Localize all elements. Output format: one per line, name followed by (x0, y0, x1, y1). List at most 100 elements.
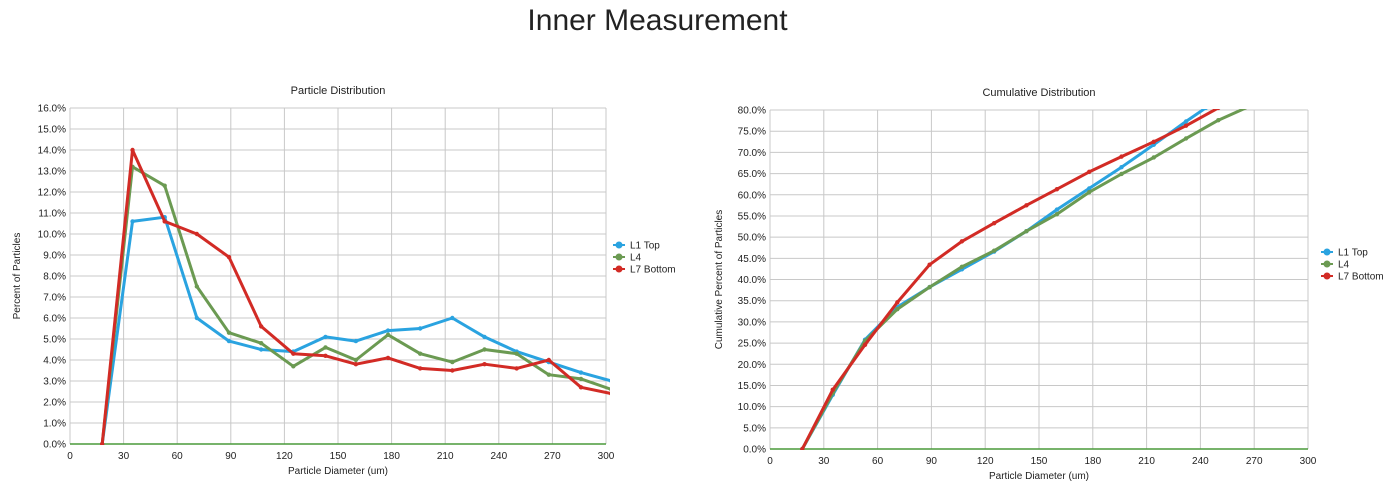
data-point (130, 219, 135, 224)
data-point (1183, 136, 1189, 141)
data-point (353, 357, 359, 363)
data-point (291, 351, 296, 356)
data-point (991, 248, 997, 253)
page-title: Inner Measurement (527, 4, 788, 37)
x-tick-label: 270 (1246, 456, 1263, 467)
data-point (959, 239, 965, 244)
legend-marker (1323, 248, 1331, 256)
x-tick-label: 300 (598, 451, 615, 462)
data-point (323, 345, 328, 350)
x-tick-label: 180 (1084, 456, 1101, 467)
y-tick-label: 9.0% (43, 251, 66, 262)
data-point (194, 231, 200, 237)
x-tick-label: 30 (818, 456, 830, 467)
data-point (323, 334, 328, 340)
data-point (546, 372, 552, 377)
data-point (450, 359, 455, 365)
series-line-l1-top (100, 215, 610, 445)
series-group (800, 104, 1252, 450)
data-point (323, 353, 328, 358)
x-axis-label: Particle Diameter (um) (989, 471, 1089, 482)
y-tick-label: 8.0% (43, 272, 66, 283)
data-point (1119, 165, 1124, 170)
series-line-l4 (800, 109, 1248, 450)
y-tick-label: 10.0% (38, 230, 66, 241)
y-tick-label: 5.0% (43, 335, 66, 346)
data-point (162, 219, 167, 224)
legend-label: L7 Bottom (630, 265, 676, 276)
legend-marker (1323, 272, 1331, 280)
data-point (194, 315, 200, 321)
y-tick-label: 40.0% (738, 275, 766, 286)
y-tick-label: 6.0% (43, 314, 66, 325)
data-point (514, 366, 519, 371)
data-point (1087, 169, 1092, 175)
y-tick-label: 30.0% (738, 317, 766, 328)
y-tick-label: 35.0% (738, 296, 766, 307)
data-point (1248, 104, 1252, 108)
y-tick-label: 15.0% (738, 381, 766, 392)
data-point (258, 324, 264, 329)
y-axis-label: Cumulative Percent of Particles (714, 210, 725, 350)
data-point (291, 364, 296, 369)
y-tick-label: 55.0% (738, 211, 766, 222)
y-tick-label: 80.0% (738, 106, 766, 117)
chart-title: Particle Distribution (291, 85, 386, 97)
data-point (417, 326, 423, 331)
x-tick-label: 210 (437, 451, 454, 462)
x-tick-label: 150 (330, 451, 347, 462)
data-point (1119, 171, 1124, 177)
y-tick-label: 1.0% (43, 419, 66, 430)
chart-title: Cumulative Distribution (982, 87, 1095, 99)
data-point (226, 330, 232, 335)
x-tick-label: 270 (544, 451, 561, 462)
data-point (482, 362, 487, 367)
chart-1: 0.0% 1.0% 2.0% 3.0% 4.0% 5.0% 6.0% 7.0% 8.0% 9.0%… (12, 85, 676, 477)
x-tick-label: 120 (977, 456, 994, 467)
data-point (450, 368, 455, 373)
series-line-l7-bottom (800, 109, 1220, 450)
y-tick-label: 45.0% (738, 254, 766, 265)
y-axis-label: Percent of Particles (12, 233, 23, 320)
y-tick-label: 20.0% (738, 360, 766, 371)
data-point (385, 355, 391, 361)
x-tick-label: 150 (1031, 456, 1048, 467)
legend-label: L1 Top (1338, 248, 1368, 259)
data-point (895, 306, 900, 312)
data-point (1183, 119, 1189, 124)
y-tick-label: 25.0% (738, 339, 766, 350)
data-point (1024, 228, 1029, 234)
data-point (609, 391, 610, 396)
data-point (578, 376, 584, 382)
data-point (1087, 190, 1092, 195)
y-tick-label: 12.0% (38, 188, 66, 199)
series-group (99, 147, 610, 445)
x-tick-label: 90 (225, 451, 237, 462)
data-point (1054, 212, 1060, 217)
x-tick-label: 90 (926, 456, 938, 467)
legend-marker (1323, 260, 1331, 268)
data-point (546, 357, 552, 363)
data-point (1183, 123, 1189, 128)
data-point (258, 347, 264, 352)
chart-2: 0.0% 5.0% 10.0% 15.0% 20.0% 25.0% 30.0% 35.0% 40… (714, 87, 1384, 482)
data-point (385, 332, 391, 337)
legend-label: L4 (630, 253, 642, 264)
legend-marker (615, 265, 623, 273)
y-tick-label: 14.0% (38, 146, 66, 157)
data-point (353, 362, 359, 367)
y-tick-label: 60.0% (738, 190, 766, 201)
y-tick-label: 4.0% (43, 356, 66, 367)
y-tick-label: 15.0% (38, 125, 66, 136)
y-tick-label: 11.0% (38, 209, 66, 220)
x-tick-label: 0 (767, 456, 773, 467)
y-tick-label: 70.0% (738, 148, 766, 159)
data-point (927, 262, 932, 267)
y-tick-label: 65.0% (738, 169, 766, 180)
legend-marker (615, 253, 623, 261)
data-point (1054, 187, 1060, 192)
data-point (226, 254, 232, 260)
data-point (578, 385, 584, 390)
data-point (482, 334, 487, 340)
